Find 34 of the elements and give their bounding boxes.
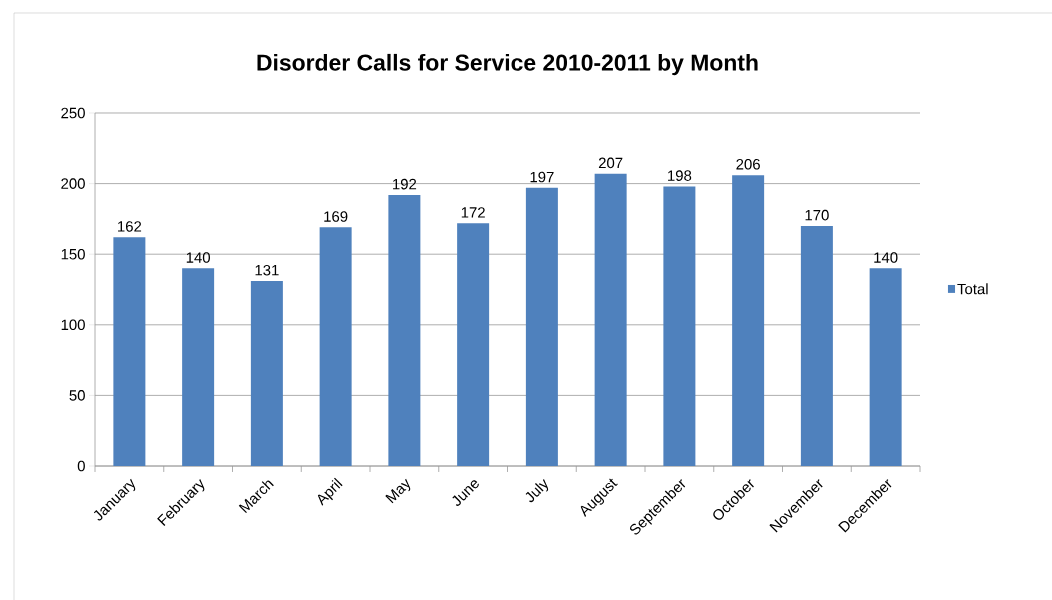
data-label: 192 — [393, 178, 417, 190]
data-label: 170 — [805, 209, 829, 221]
data-label: 207 — [598, 157, 623, 169]
bar — [525, 187, 558, 466]
data-label: 140 — [186, 252, 210, 263]
bar — [663, 186, 696, 466]
data-label: 131 — [255, 264, 279, 276]
legend-label: Total — [957, 283, 988, 295]
data-label: 162 — [118, 221, 142, 232]
data-label: 206 — [736, 159, 760, 170]
bar — [800, 225, 833, 466]
y-tick-label: 50 — [69, 390, 85, 401]
data-label: 140 — [874, 252, 898, 263]
y-tick-label: 150 — [61, 248, 85, 260]
bar — [869, 268, 902, 466]
data-label: 169 — [324, 211, 348, 222]
y-tick-label: 0 — [77, 460, 85, 472]
y-tick-label: 250 — [61, 107, 85, 119]
bar — [113, 237, 146, 466]
data-label: 198 — [668, 170, 692, 181]
bar — [388, 194, 421, 466]
bar — [594, 173, 627, 466]
bar — [182, 268, 215, 466]
bar — [250, 281, 283, 466]
bar — [732, 175, 765, 466]
bar — [457, 223, 490, 466]
data-label: 172 — [461, 207, 485, 218]
data-label: 197 — [530, 171, 554, 183]
bar — [319, 227, 352, 466]
x-tick-label: July — [525, 479, 549, 503]
chart-title: Disorder Calls for Service 2010-2011 by Month — [257, 53, 758, 76]
y-tick-label: 200 — [61, 178, 85, 189]
y-tick-label: 100 — [61, 319, 85, 331]
x-tick-label: May — [385, 478, 411, 504]
